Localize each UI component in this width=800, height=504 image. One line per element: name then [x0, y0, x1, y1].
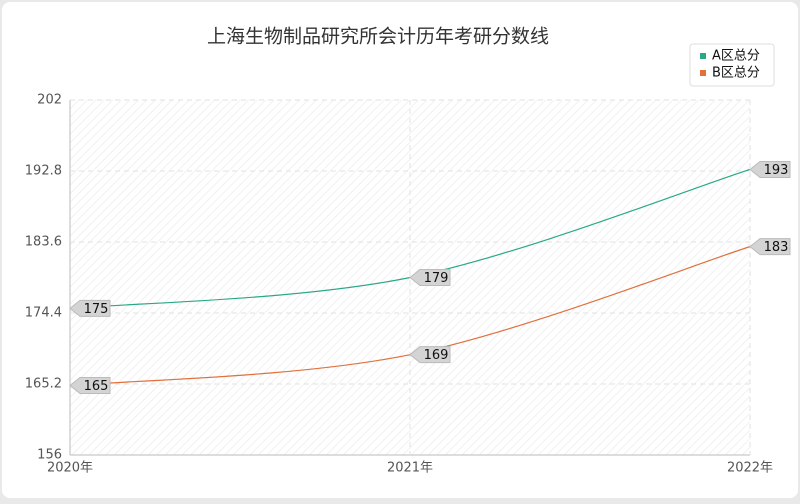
data-label: 193	[764, 163, 789, 178]
label-tag	[69, 377, 111, 395]
y-tick-label: 165.2	[25, 377, 62, 392]
y-tick-label: 202	[37, 93, 62, 108]
y-tick-label: 192.8	[25, 164, 62, 179]
data-label: 175	[84, 302, 109, 317]
y-tick-label: 174.4	[25, 306, 62, 321]
legend-swatch	[700, 53, 706, 59]
x-tick-label: 2021年	[387, 461, 433, 476]
legend	[689, 43, 775, 87]
legend-label: A区总分	[712, 49, 760, 64]
data-label: 169	[424, 348, 449, 363]
label-tag	[749, 160, 791, 178]
data-label: 179	[424, 271, 449, 286]
x-tick-label: 2022年	[727, 461, 773, 476]
label-tag	[409, 269, 451, 286]
legend-swatch	[700, 70, 706, 76]
chart-title: 上海生物制品研究所会计历年考研分数线	[207, 26, 549, 48]
label-tag	[69, 299, 111, 317]
legend-label: B区总分	[712, 66, 760, 81]
x-tick-label: 2020年	[47, 461, 93, 476]
data-label: 165	[84, 379, 109, 394]
y-tick-label: 183.6	[25, 235, 62, 250]
label-tag	[749, 238, 791, 256]
y-tick-label: 156	[37, 448, 62, 463]
data-label: 183	[764, 240, 789, 255]
label-tag	[409, 346, 451, 364]
